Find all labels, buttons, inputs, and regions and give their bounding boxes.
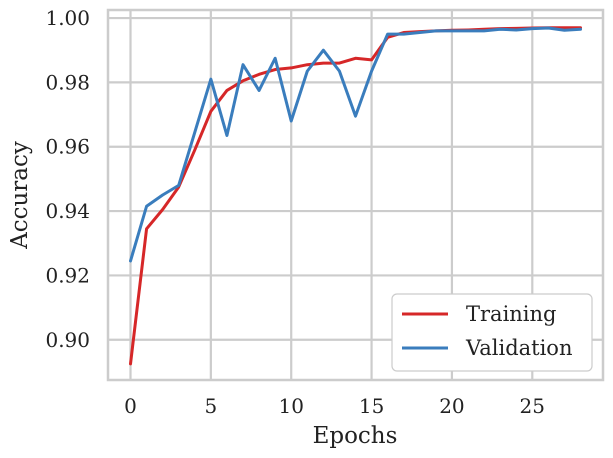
y-tick-label: 0.90 (45, 328, 90, 352)
legend-label-training: Training (466, 302, 557, 326)
legend: Training Validation (391, 293, 593, 372)
y-tick-labels: 0.90 0.92 0.94 0.96 0.98 1.00 (45, 6, 90, 352)
series-layer (129, 26, 582, 366)
legend-label-validation: Validation (465, 336, 572, 360)
x-tick-label: 25 (520, 394, 545, 418)
x-tick-label: 5 (204, 394, 217, 418)
y-axis-label: Accuracy (7, 141, 33, 250)
x-tick-label: 10 (278, 394, 303, 418)
x-tick-labels: 0 5 10 15 20 25 (124, 394, 545, 418)
series-line-validation (129, 26, 582, 263)
y-tick-label: 0.92 (45, 263, 90, 287)
y-tick-label: 0.98 (45, 70, 90, 94)
x-tick-label: 15 (359, 394, 384, 418)
x-tick-label: 20 (439, 394, 464, 418)
y-tick-label: 1.00 (45, 6, 90, 30)
y-tick-label: 0.96 (45, 135, 90, 159)
x-tick-label: 0 (124, 394, 137, 418)
y-tick-label: 0.94 (45, 199, 90, 223)
x-axis-label: Epochs (313, 423, 398, 449)
